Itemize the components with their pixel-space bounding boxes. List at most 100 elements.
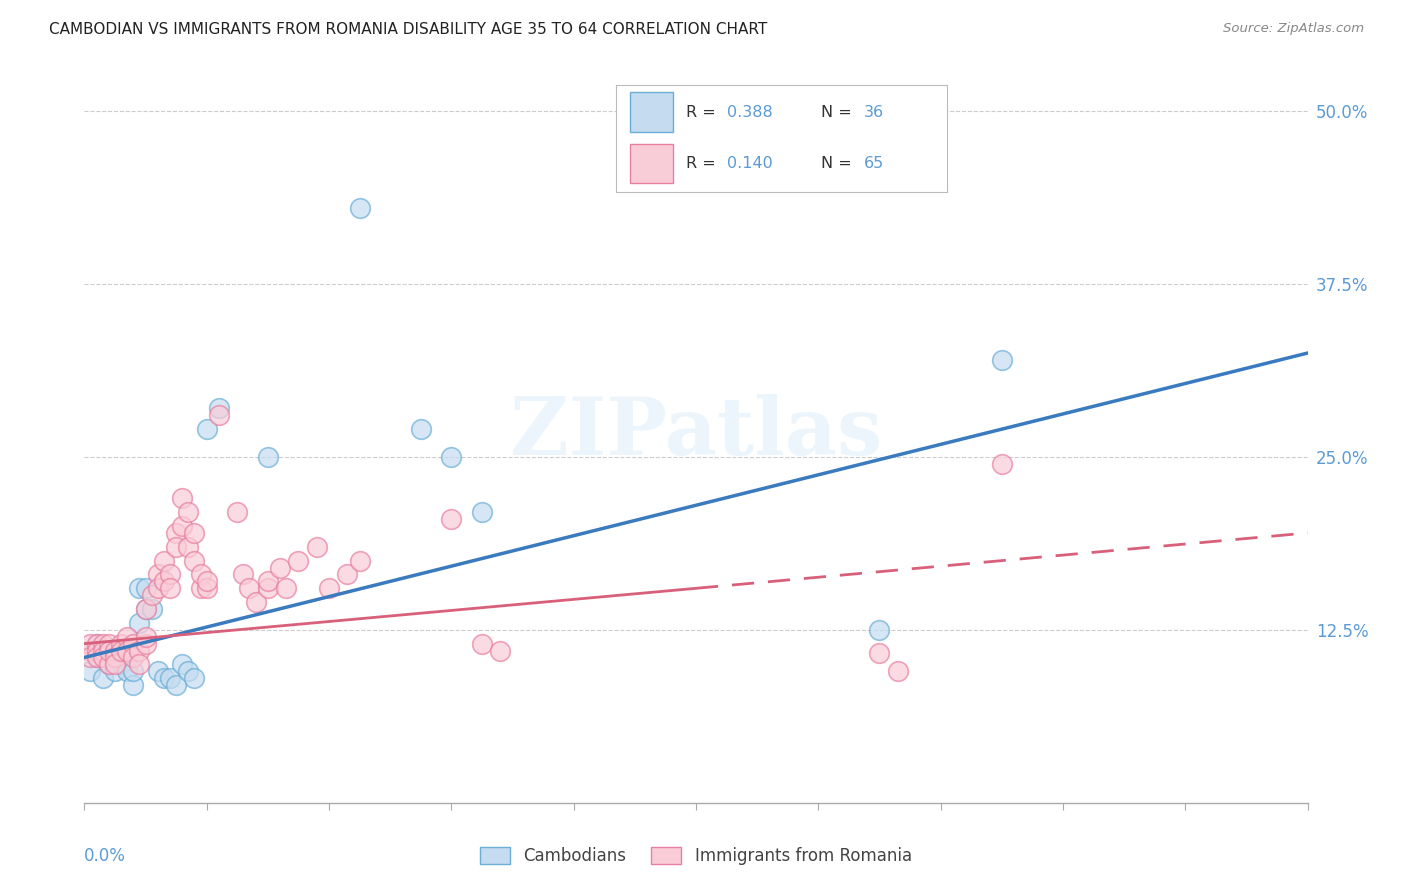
Point [91,671,114,685]
Point [409,422,432,436]
Point [91,650,114,665]
Point [141,602,163,616]
Point [79,650,101,665]
Point [195,422,218,436]
Point [165,540,187,554]
Point [232,567,254,582]
Point [991,353,1014,368]
Point [104,657,127,672]
Point [305,540,328,554]
Point [122,665,145,679]
Point [97,643,120,657]
Point [128,615,150,630]
Point [276,582,298,596]
Point [128,582,150,596]
Point [122,650,145,665]
Point [195,574,218,589]
Point [104,665,127,679]
Point [122,678,145,692]
Point [165,525,187,540]
Point [104,643,127,657]
Point [172,657,194,672]
Point [110,637,132,651]
Point [86,650,108,665]
Point [135,630,157,644]
Point [159,567,181,582]
Point [86,650,108,665]
Point [245,595,267,609]
Point [172,491,194,506]
Point [238,582,260,596]
Point [349,554,371,568]
Point [128,643,150,657]
Point [257,582,280,596]
Point [887,665,910,679]
Point [257,574,280,589]
Point [159,582,181,596]
Point [79,637,101,651]
Legend: Cambodians, Immigrants from Romania: Cambodians, Immigrants from Romania [479,847,912,865]
Point [226,505,249,519]
Point [269,560,291,574]
Point [104,643,127,657]
Point [208,409,231,423]
Point [135,602,157,616]
Point [97,637,120,651]
Point [135,637,157,651]
Text: CAMBODIAN VS IMMIGRANTS FROM ROMANIA DISABILITY AGE 35 TO 64 CORRELATION CHART: CAMBODIAN VS IMMIGRANTS FROM ROMANIA DIS… [49,22,768,37]
Point [97,643,120,657]
Point [159,671,181,685]
Point [110,643,132,657]
Point [153,574,176,589]
Point [183,671,205,685]
Point [141,588,163,602]
Point [257,450,280,464]
Point [86,643,108,657]
Point [336,567,359,582]
Point [153,554,176,568]
Point [471,505,494,519]
Point [471,637,494,651]
Point [115,643,138,657]
Point [177,505,200,519]
Point [440,512,463,526]
Point [115,665,138,679]
Point [869,646,891,660]
Point [183,525,205,540]
Point [122,637,145,651]
Point [115,643,138,657]
Point [110,657,132,672]
Text: ZIPatlas: ZIPatlas [510,393,882,472]
Point [172,519,194,533]
Point [128,657,150,672]
Point [86,637,108,651]
Point [79,643,101,657]
Point [177,540,200,554]
Point [190,582,212,596]
Point [135,602,157,616]
Point [97,657,120,672]
Text: Source: ZipAtlas.com: Source: ZipAtlas.com [1223,22,1364,36]
Point [97,657,120,672]
Point [183,554,205,568]
Point [195,582,218,596]
Point [165,678,187,692]
Point [208,401,231,416]
Point [146,665,169,679]
Point [287,554,309,568]
Point [190,567,212,582]
Text: 0.0%: 0.0% [84,847,127,865]
Point [869,623,891,637]
Point [110,650,132,665]
Point [146,567,169,582]
Point [177,665,200,679]
Point [91,650,114,665]
Point [318,582,340,596]
Point [146,582,169,596]
Point [91,643,114,657]
Point [153,671,176,685]
Point [91,637,114,651]
Point [349,201,371,215]
Point [104,650,127,665]
Point [489,643,512,657]
